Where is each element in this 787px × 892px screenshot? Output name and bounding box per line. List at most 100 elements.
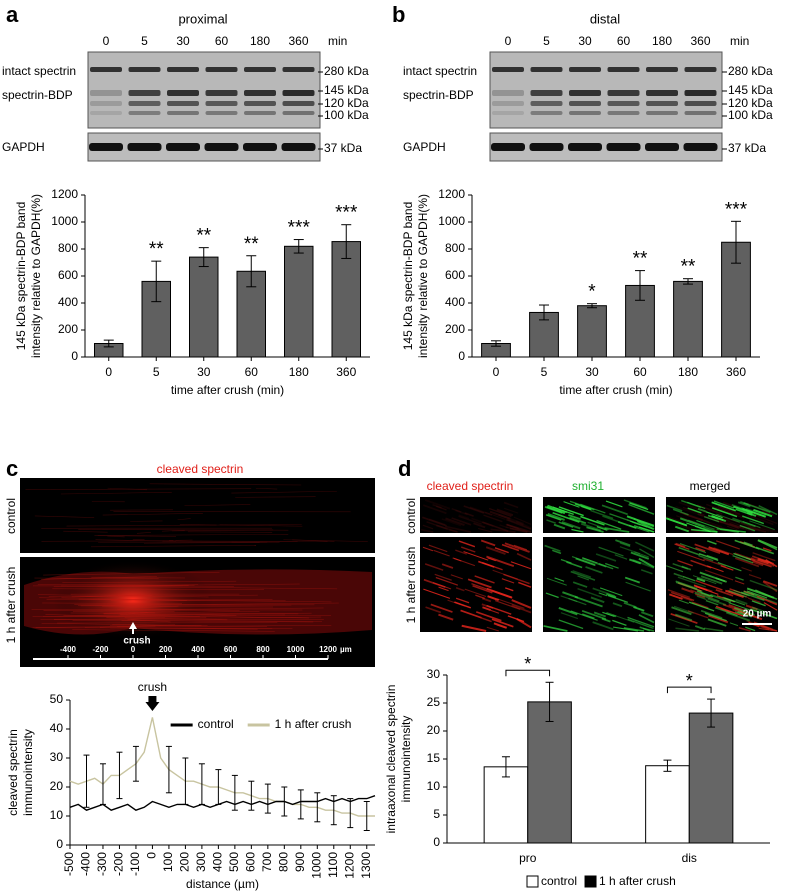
texture — [623, 499, 647, 509]
texture — [552, 549, 562, 555]
texture — [754, 514, 778, 525]
blot-band — [684, 67, 717, 72]
texture — [699, 571, 727, 583]
texture — [566, 561, 583, 569]
blot-band — [128, 90, 161, 96]
texture — [711, 501, 737, 512]
texture — [735, 598, 748, 605]
texture — [751, 555, 775, 565]
y-axis-label: intraaxonal cleaved spectrin — [384, 685, 398, 834]
y-tick-label: 15 — [427, 751, 441, 765]
texture — [90, 545, 257, 548]
texture — [720, 565, 734, 571]
arrow — [129, 622, 137, 634]
x-tick-label: -100 — [128, 852, 142, 876]
texture — [464, 512, 474, 517]
texture — [452, 557, 462, 562]
y-tick-label: 20 — [50, 779, 64, 793]
texture — [42, 616, 207, 618]
blot-image — [489, 51, 723, 129]
texture — [505, 523, 521, 531]
texture — [506, 518, 532, 530]
texture — [730, 518, 752, 528]
texture — [679, 542, 707, 554]
blot-band — [89, 143, 123, 151]
y-tick-label: 1000 — [51, 214, 78, 228]
texture — [677, 550, 705, 562]
blot-band — [166, 143, 200, 151]
y-tick-label: 5 — [433, 807, 440, 821]
texture — [66, 524, 302, 527]
texture — [489, 510, 511, 520]
texture — [740, 500, 749, 506]
texture — [433, 549, 450, 557]
texture — [746, 587, 775, 599]
texture — [563, 501, 580, 508]
texture — [577, 575, 590, 581]
texture — [639, 548, 655, 558]
texture — [482, 521, 509, 532]
texture — [743, 590, 755, 596]
texture — [283, 539, 368, 542]
texture — [695, 579, 723, 591]
texture — [638, 526, 655, 533]
texture — [487, 557, 496, 562]
bar — [189, 256, 219, 358]
texture — [619, 546, 641, 555]
texture — [475, 611, 502, 622]
texture — [102, 605, 274, 608]
texture — [97, 535, 177, 537]
x-tick-label: -200 — [112, 852, 126, 876]
blot-band — [128, 67, 161, 72]
row-label: control — [404, 498, 418, 534]
lane-label: 5 — [543, 34, 550, 48]
blot-band — [607, 101, 640, 106]
blot-band — [90, 101, 122, 106]
texture — [491, 618, 514, 628]
texture — [748, 597, 761, 604]
texture — [255, 487, 278, 490]
image-title: cleaved spectrin — [157, 462, 244, 476]
x-tick-label: 300 — [194, 852, 208, 872]
x-tick-label: dis — [682, 851, 697, 865]
scale-label: 20 µm — [743, 609, 772, 620]
texture — [84, 627, 258, 630]
texture — [688, 601, 715, 612]
texture — [451, 508, 462, 513]
x-tick-label: 5 — [153, 365, 160, 379]
texture — [728, 602, 752, 611]
texture — [451, 517, 472, 526]
texture — [553, 523, 566, 530]
texture — [761, 525, 778, 533]
texture — [745, 626, 756, 632]
texture — [628, 503, 655, 515]
texture — [63, 530, 108, 533]
texture — [692, 575, 717, 585]
texture — [704, 569, 734, 581]
texture — [94, 533, 289, 536]
scale-label: -200 — [92, 645, 109, 654]
blot-band — [244, 90, 276, 96]
texture — [499, 524, 509, 529]
y-tick-label: 1200 — [51, 187, 78, 201]
texture — [605, 500, 623, 508]
texture — [673, 572, 685, 578]
panel-label: d — [398, 456, 411, 481]
texture — [581, 609, 607, 620]
blot-band — [167, 111, 199, 115]
texture — [136, 532, 151, 534]
texture — [717, 505, 741, 515]
texture — [592, 621, 614, 631]
x-tick-label: 400 — [211, 852, 225, 872]
texture — [428, 518, 446, 526]
row-label: control — [4, 498, 18, 534]
x-tick-label: 360 — [336, 365, 356, 379]
arrow-label: crush — [123, 636, 150, 647]
lane-label: 360 — [288, 34, 308, 48]
texture — [612, 619, 627, 626]
texture — [428, 544, 448, 553]
texture — [144, 541, 280, 544]
texture — [666, 517, 688, 527]
texture — [473, 522, 486, 529]
texture — [546, 577, 567, 586]
